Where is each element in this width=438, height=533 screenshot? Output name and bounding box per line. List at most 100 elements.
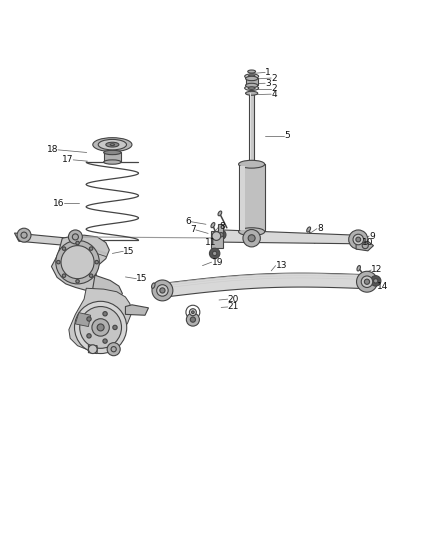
Circle shape [243,230,260,247]
Bar [246,78,258,85]
Polygon shape [51,235,110,290]
Circle shape [87,317,91,321]
Polygon shape [69,288,132,351]
Bar [240,166,245,230]
Circle shape [111,346,116,352]
Text: 2: 2 [271,74,277,83]
Text: 13: 13 [276,261,287,270]
Circle shape [62,247,66,251]
Ellipse shape [106,142,119,147]
Text: 21: 21 [228,302,239,311]
Circle shape [92,319,110,336]
Circle shape [216,230,226,239]
Bar [239,164,265,232]
Circle shape [362,243,368,249]
Circle shape [248,235,255,241]
Circle shape [87,334,91,338]
Ellipse shape [239,160,265,168]
Circle shape [189,309,196,316]
Text: 16: 16 [53,199,64,208]
Circle shape [371,276,381,286]
Circle shape [89,274,93,278]
Circle shape [68,230,82,244]
Circle shape [76,279,79,283]
Text: 15: 15 [123,247,135,256]
Text: 18: 18 [46,146,58,155]
Text: 9: 9 [369,231,375,240]
Polygon shape [125,305,148,315]
Ellipse shape [248,70,255,73]
Circle shape [361,276,373,287]
Ellipse shape [211,223,215,228]
Text: 19: 19 [212,257,223,266]
Text: 2: 2 [271,84,277,93]
Text: 17: 17 [62,156,73,164]
Circle shape [89,247,93,251]
Ellipse shape [98,140,127,150]
Text: 6: 6 [185,217,191,226]
Text: 3: 3 [265,79,271,88]
Ellipse shape [110,144,115,146]
Circle shape [186,313,199,326]
Ellipse shape [218,211,222,216]
Circle shape [17,228,31,242]
Ellipse shape [307,227,311,232]
Text: 8: 8 [317,224,323,233]
Circle shape [356,237,360,242]
Circle shape [364,279,370,284]
Circle shape [212,251,217,256]
Text: 14: 14 [377,281,388,290]
Circle shape [103,312,107,316]
Text: 1: 1 [265,68,271,77]
Circle shape [57,261,60,264]
Ellipse shape [248,75,255,78]
Polygon shape [162,273,367,297]
Circle shape [80,306,121,349]
Polygon shape [88,345,97,353]
Text: 8: 8 [219,222,225,231]
Circle shape [209,248,220,259]
Text: 5: 5 [284,132,290,140]
Circle shape [191,311,194,313]
Ellipse shape [152,283,155,288]
Ellipse shape [239,228,265,236]
Circle shape [61,246,94,279]
Ellipse shape [246,76,258,80]
Circle shape [219,232,223,237]
Circle shape [113,325,117,329]
Circle shape [56,240,99,284]
Circle shape [160,288,165,293]
Polygon shape [75,313,91,327]
Ellipse shape [248,87,255,90]
Text: 7: 7 [190,225,196,235]
Ellipse shape [246,83,258,87]
Text: 20: 20 [228,295,239,304]
Circle shape [212,232,221,240]
Polygon shape [211,224,223,248]
Ellipse shape [245,74,258,79]
Polygon shape [93,275,122,301]
Circle shape [107,343,120,356]
Ellipse shape [104,150,121,155]
Circle shape [72,234,78,240]
Text: 4: 4 [271,90,277,99]
Circle shape [374,279,378,283]
Bar [104,152,121,162]
Circle shape [152,280,173,301]
Circle shape [190,317,195,322]
Circle shape [349,230,368,249]
Bar [250,93,251,166]
Polygon shape [223,230,358,244]
Circle shape [186,305,200,319]
Circle shape [95,261,99,264]
Text: 12: 12 [371,265,383,274]
Polygon shape [356,241,374,251]
Ellipse shape [245,86,258,91]
Circle shape [88,345,97,353]
Circle shape [74,301,127,353]
Circle shape [353,234,364,245]
Circle shape [103,339,107,343]
Text: 15: 15 [136,274,148,283]
Circle shape [21,232,27,238]
Circle shape [357,271,378,292]
